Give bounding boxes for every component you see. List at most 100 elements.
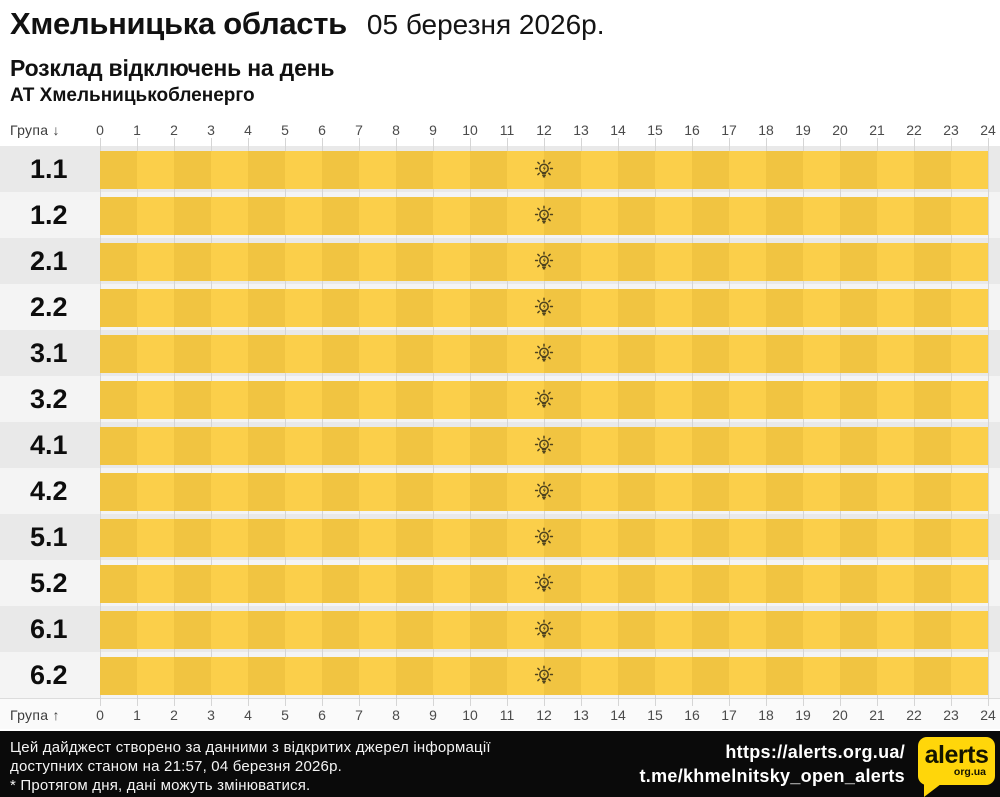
bar-hour-cell	[507, 289, 544, 327]
bar-hour-cell	[322, 151, 359, 189]
bar-hour-cell	[211, 565, 248, 603]
bar-hour-cell	[211, 197, 248, 235]
bar-hour-cell	[211, 657, 248, 695]
bar-hour-cell	[840, 657, 877, 695]
bar-hour-cell	[877, 243, 914, 281]
bar-hour-cell	[359, 519, 396, 557]
bar-hour-cell	[581, 611, 618, 649]
hour-tick-11: 11	[499, 707, 515, 723]
hour-tick-14: 14	[610, 707, 626, 723]
power-on-bulb-icon	[532, 342, 556, 366]
bar-hour-cell	[248, 381, 285, 419]
bar-hour-cell	[211, 381, 248, 419]
bar-hour-cell	[544, 565, 581, 603]
bar-hour-cell	[470, 151, 507, 189]
hour-tick-8: 8	[392, 122, 400, 138]
bar-hour-cell	[174, 289, 211, 327]
group-label-5.1: 5.1	[30, 522, 68, 552]
bar-hour-cell	[248, 197, 285, 235]
bar-hour-cell	[581, 657, 618, 695]
power-on-bar	[100, 611, 988, 649]
bar-hour-cell	[322, 335, 359, 373]
bar-hour-cell	[248, 243, 285, 281]
bar-hour-cell	[100, 289, 137, 327]
bar-hour-cell	[840, 243, 877, 281]
hour-tick-12: 12	[536, 122, 552, 138]
bar-hour-cell	[137, 197, 174, 235]
power-on-bulb-icon	[532, 526, 556, 550]
bar-hour-cell	[618, 611, 655, 649]
group-label-6.2: 6.2	[30, 660, 68, 690]
bar-hour-cell	[655, 197, 692, 235]
bar-hour-cell	[840, 519, 877, 557]
bar-hour-cell	[174, 335, 211, 373]
bar-hour-cell	[692, 289, 729, 327]
bar-hour-cell	[470, 381, 507, 419]
hour-tick-7: 7	[355, 122, 363, 138]
bar-hour-cell	[359, 381, 396, 419]
bar-hour-cell	[618, 381, 655, 419]
bar-hour-cell	[692, 381, 729, 419]
hour-tick-16: 16	[684, 122, 700, 138]
power-on-bar	[100, 151, 988, 189]
hour-tick-19: 19	[795, 122, 811, 138]
bar-hour-cell	[433, 473, 470, 511]
schedule-rows: 1.1 1.2 2.1 2.2 3.1 3.2 4.1 4.2 5.1 5.2 6.1 6.2	[0, 146, 1000, 698]
telegram-link[interactable]: t.me/khmelnitsky_open_alerts	[639, 766, 905, 786]
bar-hour-cell	[840, 381, 877, 419]
bar-hour-cell	[803, 243, 840, 281]
hour-tick-17: 17	[721, 707, 737, 723]
hour-tick-10: 10	[462, 707, 478, 723]
bar-hour-cell	[618, 289, 655, 327]
group-label-5.2: 5.2	[30, 568, 68, 598]
schedule-row-3.1: 3.1	[0, 330, 1000, 376]
bar-hour-cell	[914, 151, 951, 189]
bar-hour-cell	[248, 473, 285, 511]
bar-hour-cell	[655, 243, 692, 281]
bar-hour-cell	[137, 243, 174, 281]
bar-hour-cell	[396, 519, 433, 557]
hour-tick-24: 24	[980, 122, 996, 138]
power-on-bulb-icon	[532, 204, 556, 228]
power-on-bar	[100, 427, 988, 465]
bar-hour-cell	[729, 427, 766, 465]
bar-hour-cell	[914, 427, 951, 465]
bar-hour-cell	[803, 565, 840, 603]
bar-hour-cell	[766, 197, 803, 235]
bar-hour-cell	[137, 657, 174, 695]
bar-hour-cell	[433, 519, 470, 557]
hour-tick-2: 2	[170, 122, 178, 138]
bar-hour-cell	[174, 611, 211, 649]
bar-hour-cell	[655, 289, 692, 327]
bar-hour-cell	[285, 335, 322, 373]
bar-hour-cell	[692, 197, 729, 235]
bar-hour-cell	[692, 565, 729, 603]
bar-hour-cell	[322, 611, 359, 649]
bar-hour-cell	[470, 243, 507, 281]
bar-hour-cell	[914, 243, 951, 281]
bar-hour-cell	[840, 427, 877, 465]
bar-hour-cell	[248, 427, 285, 465]
bar-hour-cell	[914, 381, 951, 419]
hour-tick-2: 2	[170, 707, 178, 723]
power-on-bar	[100, 243, 988, 281]
hour-tick-22: 22	[906, 707, 922, 723]
bar-hour-cell	[581, 335, 618, 373]
bar-hour-cell	[655, 381, 692, 419]
bar-hour-cell	[470, 197, 507, 235]
bar-hour-cell	[137, 565, 174, 603]
bar-hour-cell	[581, 289, 618, 327]
bar-hour-cell	[396, 611, 433, 649]
hour-tick-16: 16	[684, 707, 700, 723]
bar-hour-cell	[951, 197, 988, 235]
hour-tick-4: 4	[244, 707, 252, 723]
bar-hour-cell	[877, 335, 914, 373]
hour-tick-13: 13	[573, 122, 589, 138]
bar-hour-cell	[877, 381, 914, 419]
site-link[interactable]: https://alerts.org.ua/	[725, 742, 905, 762]
footer-bar: Цей дайджест створено за данними з відкр…	[0, 731, 1000, 797]
bar-hour-cell	[803, 657, 840, 695]
subtitle: Розклад відключень на день	[10, 55, 335, 81]
bar-hour-cell	[544, 197, 581, 235]
bar-hour-cell	[137, 427, 174, 465]
